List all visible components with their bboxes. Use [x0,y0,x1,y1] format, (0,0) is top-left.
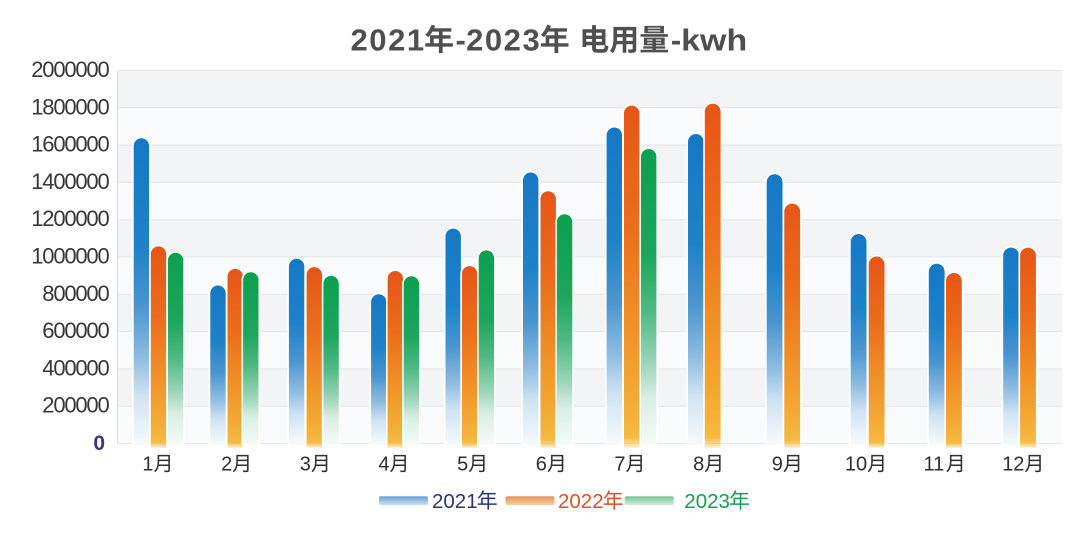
svg-text:1800000: 1800000 [31,94,109,119]
svg-text:0: 0 [93,432,105,455]
svg-text:9: 9 [772,454,783,476]
svg-text:3: 3 [300,454,311,476]
svg-text:2021: 2021 [351,22,425,57]
svg-text:1400000: 1400000 [31,169,109,194]
svg-text:1600000: 1600000 [31,132,109,157]
svg-text:5: 5 [457,454,468,476]
svg-text:-: - [671,22,681,57]
svg-text:12: 12 [1002,454,1024,476]
svg-text:11: 11 [924,454,945,476]
svg-text:4: 4 [378,454,389,476]
svg-text:2021: 2021 [432,490,478,513]
svg-text:200000: 200000 [42,393,109,418]
svg-text:1000000: 1000000 [31,244,109,269]
svg-text:2000000: 2000000 [31,57,109,82]
svg-text:600000: 600000 [42,318,109,343]
svg-text:7: 7 [614,454,625,476]
svg-text:6: 6 [536,454,547,476]
svg-text:8: 8 [693,454,704,476]
svg-text:kwh: kwh [681,22,747,57]
svg-text:400000: 400000 [42,355,109,380]
svg-text:1200000: 1200000 [31,206,109,231]
svg-text:2023: 2023 [684,490,730,513]
svg-text:-: - [456,22,466,57]
svg-text:2023: 2023 [466,22,540,57]
svg-text:1: 1 [142,454,153,476]
svg-text:800000: 800000 [42,281,109,306]
svg-text:2: 2 [221,454,232,476]
svg-text:10: 10 [845,454,867,476]
svg-text:2022: 2022 [558,490,604,513]
